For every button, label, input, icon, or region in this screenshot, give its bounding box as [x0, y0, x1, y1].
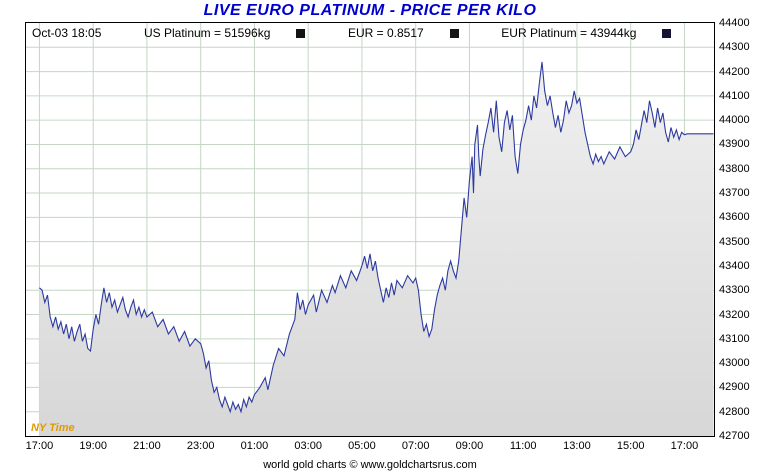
y-axis-tick-label: 44000: [719, 114, 750, 127]
x-axis-tick-label: 21:00: [133, 440, 161, 452]
x-axis-tick-label: 13:00: [563, 440, 591, 452]
y-axis-tick-label: 43600: [719, 211, 750, 224]
y-axis-tick-label: 44400: [719, 17, 750, 29]
price-area-fill: [39, 61, 714, 436]
x-axis-tick-label: 17:00: [670, 440, 699, 452]
y-axis-tick-label: 42900: [719, 381, 750, 394]
legend-swatch-icon: [296, 28, 306, 38]
y-axis-tick-label: 42700: [719, 430, 750, 442]
y-axis-tick-label: 44100: [719, 89, 750, 102]
x-axis-tick-label: 15:00: [616, 440, 645, 452]
x-axis-tick-label: 11:00: [509, 440, 537, 452]
x-axis-tick-label: 03:00: [294, 440, 322, 452]
chart-header: Oct-03 18:05 US Platinum = 51596kg EUR =…: [26, 26, 714, 40]
legend-item-us-platinum: US Platinum = 51596kg: [143, 26, 306, 40]
y-axis-tick-label: 43800: [719, 162, 750, 175]
y-axis-tick-label: 43500: [719, 235, 750, 248]
y-axis-tick-label: 43100: [719, 332, 750, 345]
legend-item-eur-platinum: EUR Platinum = 43944kg: [501, 26, 672, 40]
legend-swatch-icon: [662, 28, 672, 38]
legend-label-eur-platinum: EUR Platinum = 43944kg: [501, 26, 637, 40]
footer-credit: world gold charts © www.goldchartsrus.co…: [263, 459, 477, 471]
ny-time-label: NY Time: [31, 422, 75, 434]
legend-label-us-platinum: US Platinum = 51596kg: [143, 26, 271, 40]
x-axis-tick-label: 19:00: [79, 440, 107, 452]
y-axis-tick-label: 44300: [719, 41, 750, 54]
y-axis: 42700 42800 42900 43000 43100 43200 43300 43400…: [719, 17, 760, 442]
legend-label-eur-rate: EUR = 0.8517: [347, 26, 424, 40]
legend-swatch-icon: [449, 28, 459, 38]
timestamp: Oct-03 18:05: [32, 26, 102, 40]
y-axis-tick-label: 43700: [719, 187, 750, 200]
y-axis-tick-label: 42800: [719, 405, 750, 418]
x-axis-tick-label: 07:00: [401, 440, 430, 452]
page-title: LIVE EURO PLATINUM - PRICE PER KILO: [203, 2, 537, 19]
x-axis-tick-label: 23:00: [186, 440, 215, 452]
x-axis-tick-label: 05:00: [348, 440, 376, 452]
x-axis-tick-label: 09:00: [455, 440, 484, 452]
price-line-series: [39, 61, 714, 414]
y-axis-tick-label: 43900: [719, 138, 750, 151]
x-axis-tick-label: 17:00: [25, 440, 54, 452]
price-plot: [26, 23, 714, 436]
y-axis-tick-label: 43300: [719, 284, 750, 297]
y-axis-tick-label: 43000: [719, 357, 750, 370]
chart-area: Oct-03 18:05 US Platinum = 51596kg EUR =…: [25, 22, 715, 437]
x-axis: 17:00 19:00 21:00 23:00 01:00 03:00 05:00 07:00…: [25, 440, 715, 454]
y-axis-tick-label: 43200: [719, 308, 750, 321]
x-axis-tick-label: 01:00: [240, 440, 269, 452]
y-axis-tick-label: 44200: [719, 65, 750, 78]
legend: US Platinum = 51596kg EUR = 0.8517 EUR P…: [101, 26, 714, 40]
y-axis-tick-label: 43400: [719, 259, 750, 272]
legend-item-eur-rate: EUR = 0.8517: [348, 26, 459, 40]
